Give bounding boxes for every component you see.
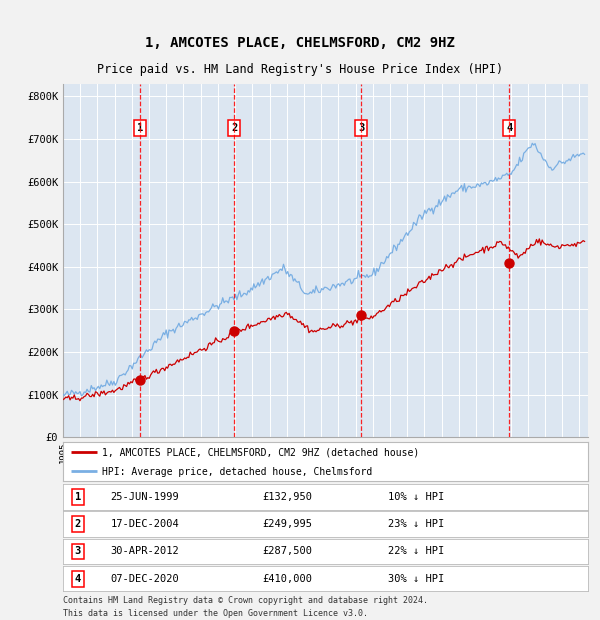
Text: 1: 1: [74, 492, 81, 502]
Text: 1, AMCOTES PLACE, CHELMSFORD, CM2 9HZ (detached house): 1, AMCOTES PLACE, CHELMSFORD, CM2 9HZ (d…: [103, 448, 419, 458]
Text: £410,000: £410,000: [263, 574, 313, 584]
Text: 4: 4: [74, 574, 81, 584]
Text: 22% ↓ HPI: 22% ↓ HPI: [389, 546, 445, 557]
Text: 17-DEC-2004: 17-DEC-2004: [110, 519, 179, 529]
Text: 3: 3: [358, 123, 364, 133]
Text: Contains HM Land Registry data © Crown copyright and database right 2024.: Contains HM Land Registry data © Crown c…: [63, 596, 428, 605]
Text: 30% ↓ HPI: 30% ↓ HPI: [389, 574, 445, 584]
Text: 2: 2: [74, 519, 81, 529]
Text: 30-APR-2012: 30-APR-2012: [110, 546, 179, 557]
Text: 07-DEC-2020: 07-DEC-2020: [110, 574, 179, 584]
Text: 1, AMCOTES PLACE, CHELMSFORD, CM2 9HZ: 1, AMCOTES PLACE, CHELMSFORD, CM2 9HZ: [145, 35, 455, 50]
Text: Price paid vs. HM Land Registry's House Price Index (HPI): Price paid vs. HM Land Registry's House …: [97, 63, 503, 76]
Text: £132,950: £132,950: [263, 492, 313, 502]
Text: £287,500: £287,500: [263, 546, 313, 557]
Text: 1: 1: [137, 123, 143, 133]
Text: 23% ↓ HPI: 23% ↓ HPI: [389, 519, 445, 529]
Text: £249,995: £249,995: [263, 519, 313, 529]
Text: 2: 2: [232, 123, 238, 133]
Text: 25-JUN-1999: 25-JUN-1999: [110, 492, 179, 502]
Text: 3: 3: [74, 546, 81, 557]
Text: This data is licensed under the Open Government Licence v3.0.: This data is licensed under the Open Gov…: [63, 609, 368, 619]
Text: HPI: Average price, detached house, Chelmsford: HPI: Average price, detached house, Chel…: [103, 467, 373, 477]
Text: 4: 4: [506, 123, 512, 133]
Text: 10% ↓ HPI: 10% ↓ HPI: [389, 492, 445, 502]
